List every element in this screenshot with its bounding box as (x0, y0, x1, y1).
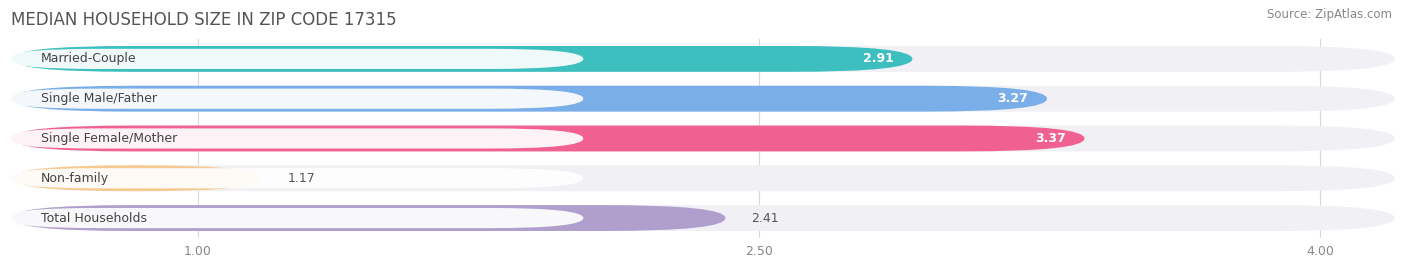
Text: 3.37: 3.37 (1035, 132, 1066, 145)
Text: Single Male/Father: Single Male/Father (41, 92, 157, 105)
Text: MEDIAN HOUSEHOLD SIZE IN ZIP CODE 17315: MEDIAN HOUSEHOLD SIZE IN ZIP CODE 17315 (11, 11, 396, 29)
FancyBboxPatch shape (11, 205, 1395, 231)
Text: 2.41: 2.41 (752, 211, 779, 225)
FancyBboxPatch shape (11, 165, 262, 191)
Text: 3.27: 3.27 (997, 92, 1028, 105)
FancyBboxPatch shape (11, 126, 1395, 151)
Text: Source: ZipAtlas.com: Source: ZipAtlas.com (1267, 8, 1392, 21)
Text: 1.17: 1.17 (288, 172, 315, 185)
FancyBboxPatch shape (4, 89, 583, 109)
FancyBboxPatch shape (11, 165, 1395, 191)
FancyBboxPatch shape (11, 86, 1047, 112)
Text: Married-Couple: Married-Couple (41, 52, 136, 65)
FancyBboxPatch shape (4, 168, 583, 188)
FancyBboxPatch shape (11, 86, 1395, 112)
FancyBboxPatch shape (11, 46, 912, 72)
FancyBboxPatch shape (11, 205, 725, 231)
Text: Total Households: Total Households (41, 211, 148, 225)
Text: Non-family: Non-family (41, 172, 110, 185)
FancyBboxPatch shape (11, 126, 1084, 151)
Text: 2.91: 2.91 (863, 52, 894, 65)
FancyBboxPatch shape (11, 46, 1395, 72)
FancyBboxPatch shape (4, 128, 583, 148)
FancyBboxPatch shape (4, 49, 583, 69)
FancyBboxPatch shape (4, 208, 583, 228)
Text: Single Female/Mother: Single Female/Mother (41, 132, 177, 145)
